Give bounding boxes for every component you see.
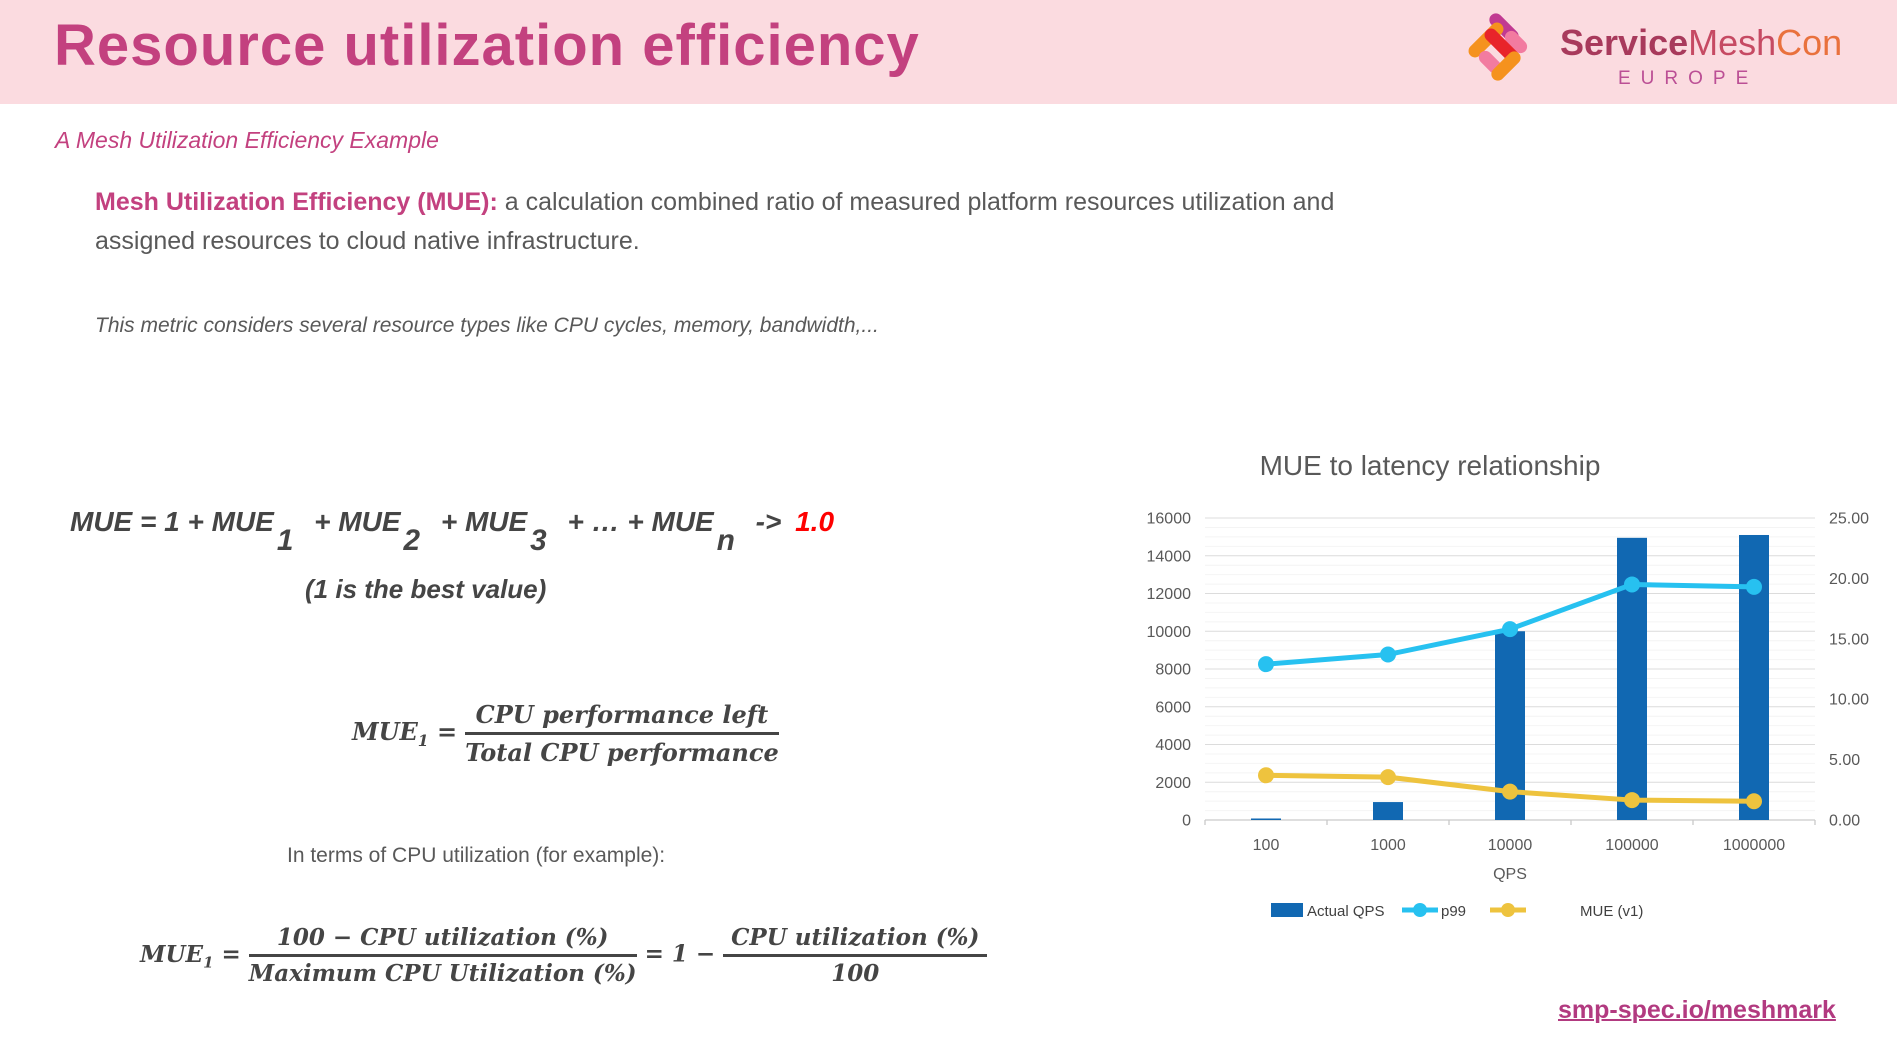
left-axis-tick-label: 12000 — [1147, 586, 1192, 603]
formula-sub-1: 1 — [276, 524, 294, 557]
left-axis-tick-label: 10000 — [1147, 624, 1192, 641]
cpu-fraction-2: CPU utilization (%) 100 — [723, 924, 988, 987]
logo-wordmark: ServiceMeshCon — [1560, 22, 1842, 64]
mue1-lhs: MUE1 = — [352, 717, 458, 750]
formula-arrow: -> — [755, 506, 782, 537]
x-category-label: 100000 — [1605, 837, 1658, 854]
chart-title: MUE to latency relationship — [1259, 450, 1601, 481]
left-axis-tick-label: 14000 — [1147, 548, 1192, 565]
marker-MUE (v1) — [1380, 769, 1396, 786]
legend-label-actual-qps: Actual QPS — [1307, 903, 1385, 920]
formula-limit-value: 1.0 — [795, 506, 835, 537]
left-axis-tick-label: 2000 — [1155, 775, 1191, 792]
bar-1000 — [1373, 802, 1403, 820]
marker-MUE (v1) — [1624, 792, 1640, 809]
bar-1000000 — [1739, 534, 1769, 820]
formula-caption: (1 is the best value) — [305, 574, 547, 604]
logo-word-mesh: Mesh — [1688, 22, 1777, 63]
mue1-formula: MUE1 = CPU performance left Total CPU perf… — [352, 700, 787, 767]
mue1-fraction: CPU performance left Total CPU performanc… — [465, 700, 779, 767]
marker-MUE (v1) — [1502, 783, 1518, 800]
left-axis-tick-label: 8000 — [1155, 662, 1191, 679]
right-axis-tick-label: 20.00 — [1829, 571, 1869, 588]
left-axis-tick-label: 16000 — [1147, 511, 1192, 528]
right-axis-tick-label: 0.00 — [1829, 813, 1860, 830]
chart-svg: 0 2000 4000 6000 8000 10000 12000 14000 16000 0.0… — [1147, 511, 1870, 921]
logo-word-service: Service — [1560, 22, 1689, 63]
cpu-utilization-note: In terms of CPU utilization (for example… — [287, 844, 666, 867]
right-axis-tick-label: 5.00 — [1829, 752, 1860, 769]
mue1-numerator: CPU performance left — [465, 700, 779, 735]
marker-p99 — [1380, 646, 1396, 663]
x-category-label: 1000000 — [1723, 837, 1785, 854]
footer-link[interactable]: smp-spec.io/meshmark — [1558, 996, 1836, 1024]
resource-note: This metric considers several resource t… — [95, 314, 879, 337]
logo-word-con: Con — [1776, 22, 1843, 63]
formula-sub-n: n — [716, 524, 735, 557]
marker-p99 — [1502, 621, 1518, 638]
x-category-label: 1000 — [1370, 837, 1406, 854]
slide-subtitle: A Mesh Utilization Efficiency Example — [55, 127, 439, 153]
marker-MUE (v1) — [1258, 767, 1274, 784]
mue-definition-lead: Mesh Utilization Efficiency (MUE): — [95, 188, 498, 216]
cpu-frac2-denominator: 100 — [831, 960, 880, 987]
x-category-label: 10000 — [1488, 837, 1533, 854]
cpu-frac1-denominator: Maximum CPU Utilization (%) — [248, 960, 637, 987]
mue-definition: Mesh Utilization Efficiency (MUE): a cal… — [95, 183, 1385, 261]
mue-latency-chart: 0 2000 4000 6000 8000 10000 12000 14000 16000 0.0… — [1110, 498, 1897, 943]
left-axis-tick-label: 6000 — [1155, 699, 1191, 716]
formula-term-2: + MUE — [314, 506, 401, 537]
bar-100 — [1251, 818, 1281, 820]
formula-sub-2: 2 — [403, 524, 421, 557]
x-axis-title: QPS — [1493, 866, 1527, 883]
formula-term-3: + MUE — [440, 506, 528, 537]
logo-region: EUROPE — [1618, 68, 1759, 89]
x-category-label: 100 — [1253, 837, 1280, 854]
marker-p99 — [1624, 576, 1640, 593]
page-title: Resource utilization efficiency — [54, 13, 920, 78]
cpu-utilization-formula: MUE1 = 100 − CPU utilization (%) Maximum C… — [140, 924, 995, 987]
mue1-denominator: Total CPU performance — [465, 738, 779, 767]
marker-MUE (v1) — [1746, 793, 1762, 810]
formula-rhs-start: = 1 + MUE — [140, 506, 274, 537]
legend-marker-mue-v1 — [1501, 903, 1515, 917]
mue-sum-formula: MUE = 1 + MUE1 + MUE2 + MUE3 + … + MUEn … — [70, 505, 835, 557]
cpu-fraction-1: 100 − CPU utilization (%) Maximum CPU Uti… — [248, 924, 637, 987]
right-axis-tick-label: 15.00 — [1829, 631, 1869, 648]
cpu-frac2-numerator: CPU utilization (%) — [723, 924, 988, 957]
header-band — [0, 0, 1897, 104]
cpu-formula-middle: = 1 − — [644, 940, 716, 968]
legend-marker-p99 — [1413, 903, 1427, 917]
legend-swatch-actual-qps — [1271, 903, 1303, 917]
formula-lhs: MUE — [70, 506, 133, 537]
right-axis-tick-label: 25.00 — [1829, 511, 1869, 528]
legend-label-p99: p99 — [1441, 903, 1466, 920]
servicemeshcon-logo: ServiceMeshCon EUROPE — [1468, 8, 1888, 102]
right-axis-tick-label: 10.00 — [1829, 692, 1869, 709]
left-axis-tick-label: 4000 — [1155, 737, 1191, 754]
cpu-frac1-numerator: 100 − CPU utilization (%) — [248, 924, 637, 957]
marker-p99 — [1258, 656, 1274, 673]
marker-p99 — [1746, 578, 1762, 595]
legend-label-mue-v1: MUE (v1) — [1580, 903, 1643, 920]
formula-sub-3: 3 — [530, 524, 547, 557]
cpu-formula-lhs: MUE1 = — [140, 940, 241, 972]
formula-term-n: + … + MUE — [567, 506, 714, 537]
mue-definition-body: a calculation combined ratio of measured… — [95, 188, 1335, 255]
weave-icon — [1468, 13, 1528, 81]
left-axis-tick-label: 0 — [1182, 813, 1191, 830]
